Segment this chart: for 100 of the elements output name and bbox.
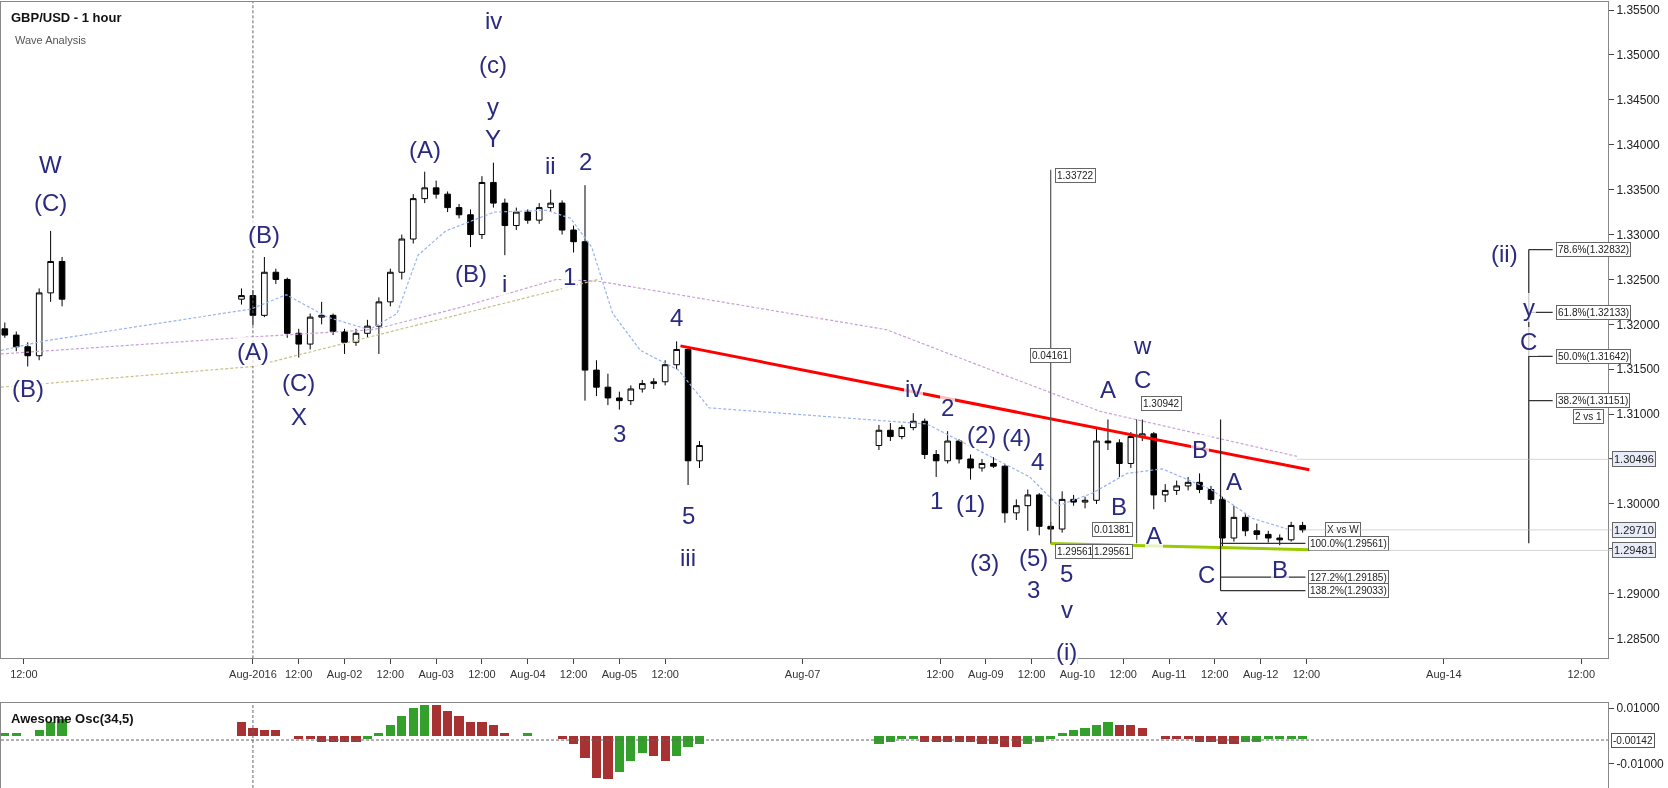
annotation: (3) bbox=[970, 549, 1000, 576]
annotation: Y bbox=[485, 125, 502, 152]
annotation: 1.33722 bbox=[1057, 170, 1094, 181]
annotation: y bbox=[1523, 294, 1535, 321]
y-tick-label: 1.32500 bbox=[1616, 272, 1661, 287]
annotation: 78.6%(1.32832) bbox=[1558, 244, 1630, 255]
annotation: 3 bbox=[613, 420, 627, 447]
annotation: iii bbox=[680, 544, 696, 571]
x-tick-label: 12:00 bbox=[1292, 667, 1321, 680]
x-tick-label: 12:00 bbox=[376, 667, 405, 680]
annotation: (B) bbox=[12, 375, 44, 402]
annotation: (2) bbox=[967, 421, 997, 448]
annotation: 2 vs 1 bbox=[1575, 411, 1603, 422]
x-tick-label: 12:00 bbox=[651, 667, 679, 680]
annotation: 61.8%(1.32133) bbox=[1558, 307, 1630, 318]
x-tick-label: 12:00 bbox=[468, 667, 496, 680]
annotation: w bbox=[1133, 332, 1152, 359]
x-tick-label: Aug-03 bbox=[418, 667, 454, 680]
x-tick-label: 12:00 bbox=[1109, 667, 1137, 680]
annotation: ii bbox=[545, 152, 556, 179]
x-tick-label: Aug-12 bbox=[1242, 667, 1279, 680]
annotation: 0.01381 bbox=[1094, 524, 1131, 535]
annotation: 5 bbox=[1060, 560, 1074, 587]
y-tick-label: 1.33000 bbox=[1616, 227, 1661, 242]
x-tick-label: Aug-07 bbox=[784, 667, 821, 680]
annotation: 1.29561 bbox=[1094, 546, 1131, 557]
annotation: A bbox=[1100, 376, 1117, 403]
annotation: i bbox=[502, 270, 508, 297]
x-tick-label: 12:00 bbox=[1567, 667, 1596, 680]
annotation: 138.2%(1.29033) bbox=[1310, 585, 1387, 596]
x-tick-label: Aug-09 bbox=[968, 667, 1004, 680]
annotation: 5 bbox=[682, 502, 696, 529]
annotation: 2 bbox=[579, 148, 593, 175]
text: Wave Analysis bbox=[15, 34, 87, 46]
annotation: X bbox=[291, 403, 308, 430]
y-tick-label: 1.35000 bbox=[1616, 48, 1661, 63]
annotation: C bbox=[1198, 561, 1216, 588]
y-tick-label: 1.31000 bbox=[1616, 407, 1661, 422]
x-tick-label: 12:00 bbox=[10, 667, 38, 680]
annotation: 100.0%(1.29561) bbox=[1310, 538, 1387, 549]
annotation: 0.04161 bbox=[1032, 350, 1069, 361]
annotation: 2 bbox=[941, 394, 955, 421]
y-tick-label: 1.31500 bbox=[1616, 362, 1661, 377]
annotation: 4 bbox=[670, 304, 684, 331]
x-tick-label: Aug-11 bbox=[1151, 667, 1187, 680]
annotation: 3 bbox=[1027, 576, 1041, 603]
x-tick-label: 12:00 bbox=[559, 667, 588, 680]
annotation: y bbox=[487, 93, 499, 120]
annotation: 1 bbox=[930, 487, 944, 514]
y-tick-label: 1.33500 bbox=[1616, 182, 1661, 197]
x-tick-label: 12:00 bbox=[1017, 667, 1046, 680]
annotation: 1.29561 bbox=[1057, 546, 1094, 557]
y-tick-label: 1.28500 bbox=[1616, 631, 1661, 646]
y-tick-label: 1.35500 bbox=[1616, 3, 1661, 18]
annotation: X vs W bbox=[1327, 524, 1360, 535]
text: GBP/USD - 1 hour bbox=[11, 10, 122, 25]
annotation: 1.30496 bbox=[1614, 453, 1654, 465]
text: Awesome Osc(34,5) bbox=[11, 711, 134, 726]
annotation: 4 bbox=[1031, 448, 1045, 475]
annotation: C bbox=[1134, 366, 1152, 393]
annotation: 127.2%(1.29185) bbox=[1310, 572, 1387, 583]
y-tick-label: 1.34000 bbox=[1616, 137, 1661, 152]
annotation: (c) bbox=[479, 51, 507, 78]
y-tick-label: 1.34500 bbox=[1616, 93, 1661, 108]
x-tick-label: Aug-10 bbox=[1059, 667, 1096, 680]
annotation: 1.29710 bbox=[1614, 524, 1654, 536]
annotation: x bbox=[1216, 603, 1228, 630]
annotation: C bbox=[1520, 328, 1538, 355]
annotation: (B) bbox=[248, 221, 280, 248]
annotation: (B) bbox=[455, 260, 487, 287]
x-tick-label: Aug-14 bbox=[1426, 667, 1462, 680]
annotation: (C) bbox=[282, 369, 316, 396]
annotation: B bbox=[1272, 556, 1289, 583]
y-tick-label: 0.01000 bbox=[1616, 701, 1661, 716]
annotation: A bbox=[1146, 522, 1163, 549]
y-tick-label: 1.29000 bbox=[1616, 586, 1661, 601]
annotation: v bbox=[1061, 596, 1073, 623]
annotation: (ii) bbox=[1491, 240, 1518, 267]
x-tick-label: Aug-05 bbox=[601, 667, 638, 680]
annotation: (C) bbox=[34, 189, 68, 216]
y-tick-label: 1.30000 bbox=[1616, 497, 1661, 512]
x-tick-label: Aug-02 bbox=[326, 667, 363, 680]
x-tick-label: 12:00 bbox=[284, 667, 313, 680]
annotation: (1) bbox=[956, 490, 986, 517]
ref-line-label: -0.00142 bbox=[1613, 735, 1653, 746]
annotation: iv bbox=[485, 7, 503, 34]
annotation: 1.29481 bbox=[1614, 544, 1654, 556]
annotation: 50.0%(1.31642) bbox=[1558, 351, 1630, 362]
y-tick-label: -0.01000 bbox=[1616, 757, 1665, 772]
x-tick-label: 12:00 bbox=[1201, 667, 1229, 680]
annotation: (A) bbox=[237, 338, 269, 365]
annotation: A bbox=[1226, 468, 1243, 495]
y-tick-label: 1.32000 bbox=[1616, 317, 1661, 332]
x-tick-label: 12:00 bbox=[926, 667, 954, 680]
annotation: B bbox=[1111, 493, 1128, 520]
annotation: B bbox=[1192, 436, 1209, 463]
x-tick-label: Aug-2016 bbox=[229, 667, 277, 680]
annotation: 1 bbox=[563, 263, 577, 290]
annotation: 1.30942 bbox=[1143, 398, 1180, 409]
annotation: (A) bbox=[409, 136, 441, 163]
